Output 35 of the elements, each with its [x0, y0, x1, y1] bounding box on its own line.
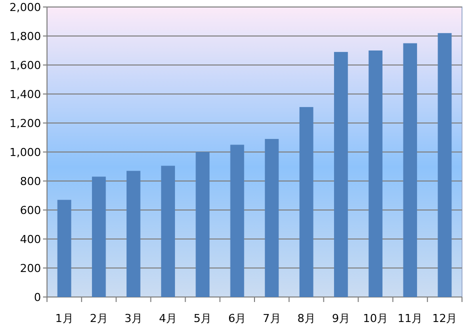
x-tick-label: 12月: [432, 312, 458, 325]
bar: [403, 43, 418, 297]
bar: [57, 200, 72, 297]
x-tick-label: 8月: [297, 312, 316, 325]
x-tick-label: 9月: [332, 312, 350, 325]
x-tick-label: 1月: [55, 312, 74, 325]
x-tick-label: 2月: [90, 312, 108, 325]
bar: [264, 138, 279, 297]
x-tick-label: 5月: [194, 312, 212, 325]
bar: [299, 107, 314, 297]
x-tick-label: 3月: [124, 312, 142, 325]
x-tick-label: 11月: [398, 312, 423, 325]
bar: [438, 33, 452, 297]
x-tick-label: 10月: [363, 312, 388, 325]
y-tick-label: 1,200: [10, 117, 41, 130]
y-tick-label: 1,400: [10, 88, 41, 101]
y-tick-label: 600: [20, 204, 41, 217]
y-tick-label: 1,000: [10, 146, 41, 159]
x-tick-label: 4月: [159, 312, 178, 325]
y-tick-label: 800: [20, 175, 41, 188]
bar: [230, 144, 244, 297]
bar: [161, 166, 175, 297]
bar: [92, 176, 106, 297]
bar: [196, 152, 210, 297]
bar: [334, 52, 348, 297]
y-tick-label: 1,600: [10, 59, 41, 72]
y-tick-label: 2,000: [10, 1, 41, 14]
bar: [368, 50, 382, 297]
x-tick-label: 7月: [262, 312, 281, 325]
y-tick-label: 0: [34, 291, 41, 304]
x-tick-label: 6月: [228, 312, 246, 325]
y-tick-label: 1,800: [10, 30, 41, 43]
y-tick-label: 200: [20, 262, 41, 275]
bar: [126, 170, 140, 297]
y-tick-label: 400: [20, 233, 41, 246]
